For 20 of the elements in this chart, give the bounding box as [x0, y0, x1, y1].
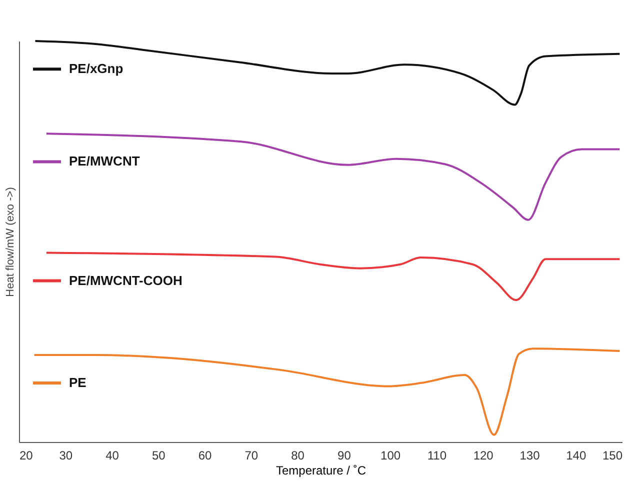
legend-label: PE/xGnp [69, 61, 124, 76]
legend-label: PE/MWCNT-COOH [69, 272, 182, 288]
x-tick-label: 90 [338, 448, 352, 462]
x-tick-label: 140 [566, 448, 586, 462]
x-tick-label: 70 [244, 448, 258, 462]
y-axis-title: Heat flow/mW (exo ->) [4, 187, 16, 297]
x-tick-label: 120 [473, 448, 494, 462]
x-tick-label: 150 [602, 448, 623, 462]
x-tick-label: 130 [520, 448, 540, 462]
x-tick-label: 60 [198, 448, 212, 462]
x-tick-label: 100 [380, 448, 401, 462]
legend-label: PE/MWCNT [69, 154, 140, 169]
x-tick-label: 30 [59, 448, 73, 462]
x-tick-label: 80 [291, 448, 305, 462]
x-tick-label: 20 [20, 448, 34, 462]
x-axis-title: Temperature / ˚C [276, 464, 366, 478]
x-tick-label: 50 [152, 448, 166, 462]
x-tick-label: 110 [427, 448, 447, 462]
x-tick-label: 40 [106, 448, 120, 462]
legend-label: PE [69, 375, 87, 390]
